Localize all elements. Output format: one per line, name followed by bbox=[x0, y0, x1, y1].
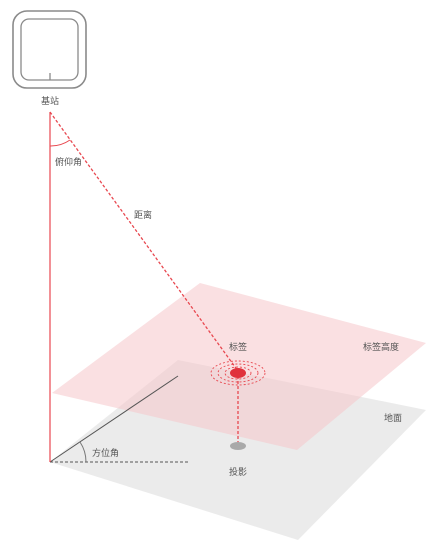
distance-label: 距离 bbox=[134, 209, 152, 221]
azimuth-arc bbox=[79, 441, 87, 463]
tag-height-label: 标签高度 bbox=[363, 341, 399, 353]
projection-label: 投影 bbox=[229, 466, 247, 478]
ground-edge-line bbox=[49, 375, 179, 463]
projection-dot-icon bbox=[230, 442, 246, 450]
elevation-angle-label: 俯仰角 bbox=[55, 156, 82, 168]
elevation-arc bbox=[49, 139, 71, 147]
tag-label: 标签 bbox=[229, 341, 247, 353]
ground-label: 地面 bbox=[384, 412, 402, 424]
base-station-device-icon bbox=[12, 10, 87, 89]
base-station-label: 基站 bbox=[41, 95, 59, 107]
tag-height-plane bbox=[52, 283, 426, 450]
tag-dot-icon bbox=[210, 360, 266, 386]
distance-line bbox=[49, 111, 239, 372]
azimuth-angle-label: 方位角 bbox=[92, 447, 119, 459]
